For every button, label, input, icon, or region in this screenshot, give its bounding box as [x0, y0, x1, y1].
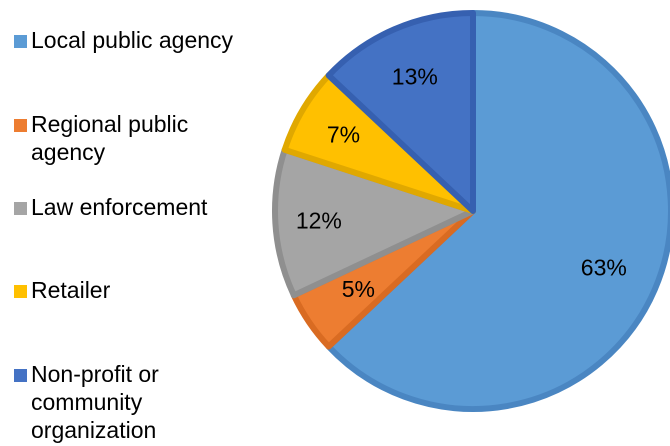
pie-slice-non-profit — [325, 10, 476, 214]
legend-swatch-law-enforcement — [14, 202, 27, 215]
legend-label-local-public-agency: Local public agency — [31, 27, 234, 53]
legend-swatch-retailer — [14, 285, 27, 298]
chart-legend: Local public agency Regional public agen… — [14, 0, 264, 446]
legend-swatch-local-public-agency — [14, 35, 27, 48]
legend-label-non-profit: Non-profit or community organization — [31, 361, 159, 443]
legend-item-local-public-agency: Local public agency — [14, 26, 233, 54]
legend-label-law-enforcement: Law enforcement — [31, 194, 208, 220]
pie-slice-local-public-agency — [325, 10, 670, 412]
legend-swatch-non-profit — [14, 369, 27, 382]
legend-item-retailer: Retailer — [14, 276, 110, 304]
legend-swatch-regional-public-agency — [14, 119, 27, 132]
legend-item-regional-public-agency: Regional public agency — [14, 110, 188, 166]
legend-item-law-enforcement: Law enforcement — [14, 193, 207, 221]
data-label-non-profit: 13% — [392, 64, 438, 90]
data-label-law-enforcement: 12% — [296, 208, 342, 234]
data-label-regional-public-agency: 5% — [342, 276, 375, 302]
data-label-retailer: 7% — [327, 121, 360, 147]
legend-label-regional-public-agency: Regional public agency — [31, 111, 189, 165]
legend-item-non-profit: Non-profit or community organization — [14, 360, 159, 444]
pie-slice-law-enforcement — [272, 146, 476, 299]
data-label-local-public-agency: 63% — [581, 255, 627, 281]
legend-label-retailer: Retailer — [31, 277, 111, 303]
